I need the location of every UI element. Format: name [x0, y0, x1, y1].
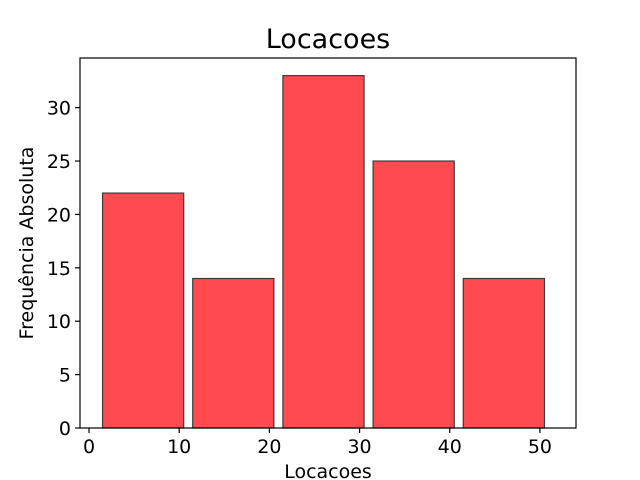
- y-tick-label: 0: [59, 418, 71, 440]
- x-tick-label: 10: [167, 436, 191, 458]
- y-tick-label: 10: [47, 311, 71, 333]
- y-tick-label: 15: [47, 258, 71, 280]
- bar-4: [462, 277, 546, 429]
- bar-0: [101, 192, 185, 429]
- plot-frame: [79, 57, 577, 429]
- bar-3: [372, 160, 455, 429]
- bar-2: [282, 75, 365, 429]
- x-tick-label: 50: [528, 436, 552, 458]
- x-axis-ticks: 0 10 20 30 40 50: [83, 428, 552, 458]
- y-axis-ticks: 0 5 10 15 20 25 30: [47, 98, 80, 440]
- bars-group: [101, 75, 546, 429]
- y-tick-label: 20: [47, 204, 71, 226]
- x-tick-label: 30: [347, 436, 371, 458]
- y-tick-label: 30: [47, 98, 71, 120]
- y-tick-label: 25: [47, 151, 71, 173]
- y-tick-label: 5: [59, 365, 71, 387]
- y-axis-label: Frequência Absoluta: [16, 147, 38, 340]
- bar-1: [192, 277, 275, 429]
- x-tick-label: 0: [83, 436, 95, 458]
- x-tick-label: 20: [257, 436, 281, 458]
- x-tick-label: 40: [438, 436, 462, 458]
- x-axis-label: Locacoes: [284, 461, 372, 480]
- chart-title: Locacoes: [266, 24, 391, 55]
